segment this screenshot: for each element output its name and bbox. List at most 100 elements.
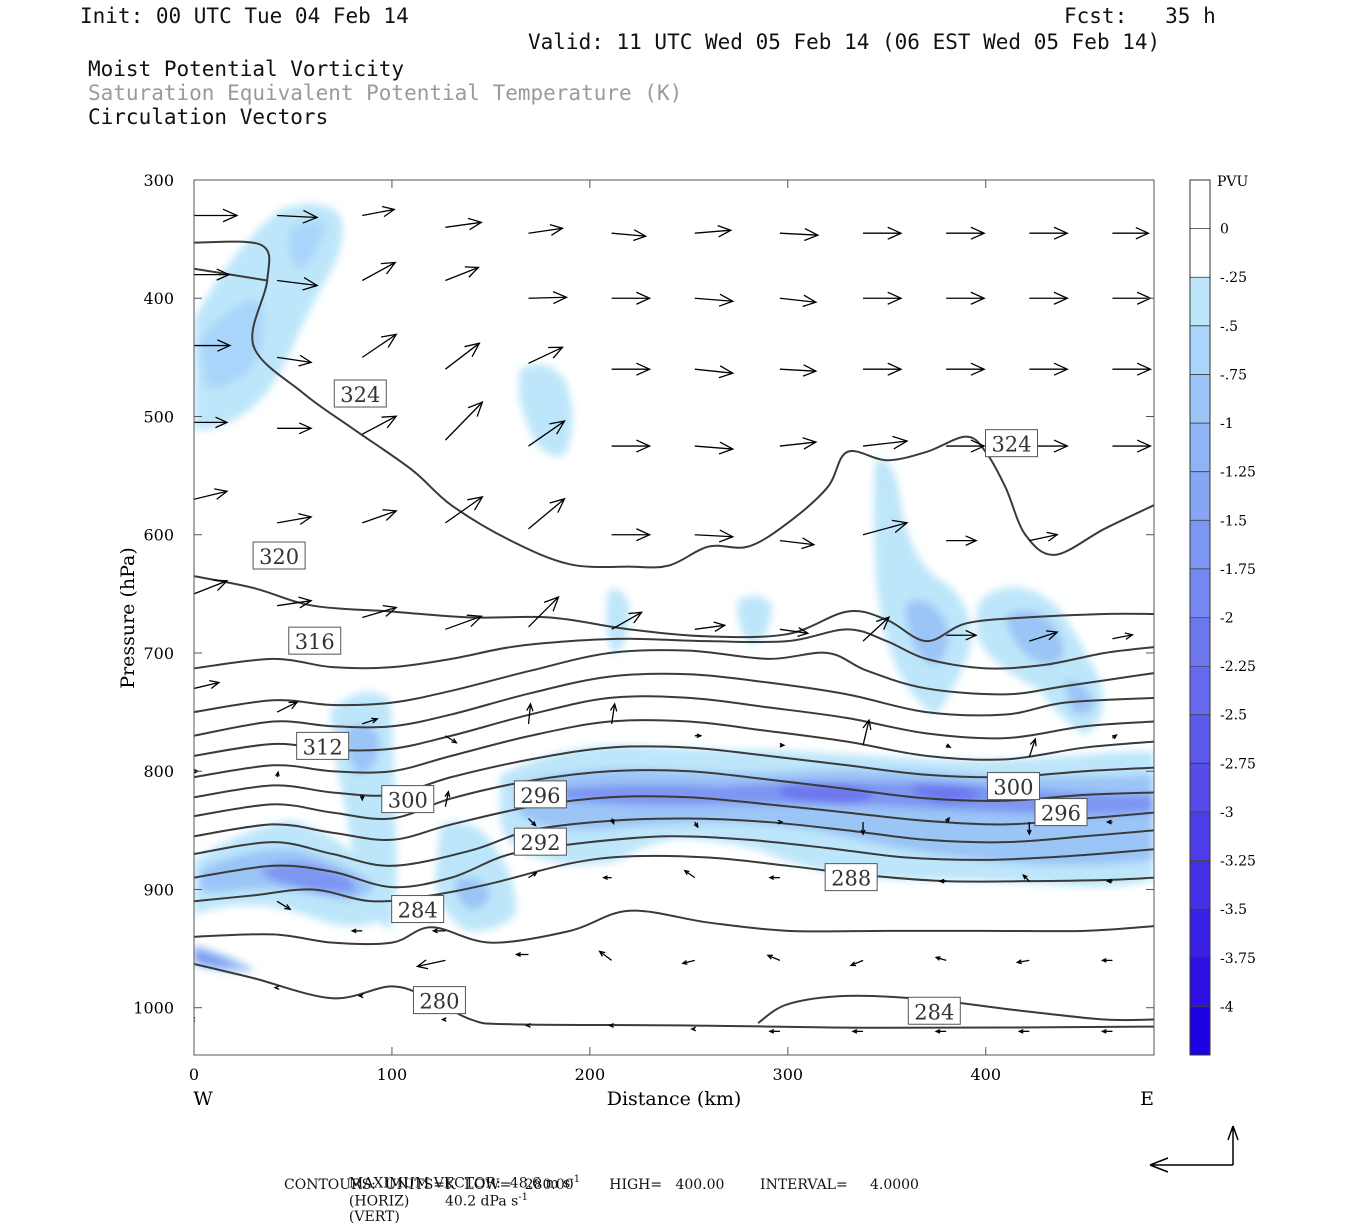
circulation-vector — [1105, 878, 1113, 884]
pv-region-main-band-core3 — [910, 783, 980, 802]
y-tick-label: 1000 — [133, 999, 174, 1018]
circulation-vector — [779, 626, 810, 637]
circulation-vector — [1029, 291, 1069, 305]
circulation-vector — [361, 261, 397, 282]
theta-contour-line — [194, 795, 1154, 841]
circulation-vector — [779, 537, 816, 550]
circulation-vector — [1100, 958, 1113, 963]
circulation-vector — [608, 1023, 614, 1028]
circulation-vector — [186, 947, 194, 951]
colorbar-label: -2.5 — [1220, 708, 1247, 724]
colorbar-cell — [1189, 908, 1211, 959]
theta-contour-line — [194, 962, 1154, 1029]
circulation-vector — [526, 702, 534, 724]
circulation-vector — [277, 209, 319, 224]
colorbar-label: -1 — [1220, 416, 1234, 432]
circulation-vector — [1022, 874, 1030, 882]
contour-label-box — [288, 626, 342, 655]
circulation-vector — [524, 1023, 531, 1028]
circulation-vector — [777, 819, 784, 825]
circulation-vector — [849, 959, 864, 967]
colorbar-cell — [1189, 714, 1211, 764]
contour-label-box — [412, 986, 466, 1015]
circulation-vector — [1029, 531, 1059, 542]
circulation-vector — [862, 435, 909, 450]
circulation-vector — [528, 497, 566, 530]
contour-label: 300 — [388, 789, 428, 813]
circulation-vector — [273, 985, 280, 990]
x-axis-label: Distance (km) — [607, 1088, 742, 1110]
theta-contours — [194, 240, 1154, 1029]
contour-label-box — [513, 780, 567, 809]
circulation-vector — [683, 869, 696, 879]
theta-contour-line — [194, 649, 1154, 714]
contour-label-box — [252, 541, 306, 570]
circulation-vector — [528, 223, 565, 236]
colorbar-cell — [1189, 228, 1211, 278]
circulation-vector — [611, 362, 652, 376]
colorbar-cell — [1189, 1006, 1211, 1056]
circulation-vector — [444, 342, 481, 370]
y-tick-label: 800 — [143, 762, 174, 781]
theta-contour-line — [194, 628, 1154, 670]
circulation-vector — [1029, 362, 1069, 376]
circulation-vector — [194, 268, 231, 281]
y-tick-label: 400 — [143, 289, 174, 308]
theta-contour-line — [194, 240, 1154, 569]
circulation-vector — [445, 735, 458, 744]
circulation-vector — [946, 439, 986, 453]
circulation-vector — [277, 276, 319, 291]
circulation-vector — [275, 770, 280, 778]
circulation-vector — [528, 346, 564, 364]
colorbar-cell — [1189, 422, 1211, 472]
circulation-vector — [359, 794, 365, 802]
circulation-vector — [194, 488, 229, 500]
circulation-vector — [362, 717, 379, 725]
pv-region-low-band-core2 — [260, 862, 356, 893]
field-title-theta-es: Saturation Equivalent Potential Temperat… — [88, 81, 683, 105]
colorbar-label: -.25 — [1220, 270, 1247, 286]
circulation-vector — [528, 871, 538, 879]
theta-contour-line — [194, 835, 1154, 889]
colorbar-cell — [1189, 763, 1211, 813]
circulation-vector — [1028, 737, 1037, 758]
pv-region-mid-east-core — [1005, 610, 1064, 665]
circulation-vector — [681, 959, 695, 965]
circulation-vector — [362, 205, 396, 218]
colorbar-label: -4 — [1220, 999, 1234, 1015]
contour-label-box — [1034, 798, 1088, 827]
circulation-vector — [277, 422, 313, 435]
theta-contour-line — [194, 909, 1154, 946]
colorbar-cell — [1189, 520, 1211, 570]
pv-region-mid-east-core — [905, 600, 949, 665]
colorbar-label: -2 — [1220, 611, 1234, 627]
colorbar-cell — [1189, 811, 1211, 861]
colorbar-label: -.75 — [1220, 367, 1247, 383]
colorbar-cell — [1189, 374, 1211, 424]
init-time: Init: 00 UTC Tue 04 Feb 14 — [80, 4, 409, 28]
max-vector-vert-arrow — [1227, 1125, 1239, 1165]
circulation-vector — [610, 818, 615, 825]
colorbar-label: -2.25 — [1220, 659, 1256, 675]
circulation-vector — [851, 1028, 864, 1034]
circulation-vector — [862, 616, 891, 642]
circulation-vector — [690, 1026, 697, 1032]
pv-region-upper-west-core — [288, 221, 325, 270]
contour-label: 324 — [991, 433, 1031, 457]
circulation-vector — [277, 513, 313, 525]
circulation-vector — [779, 227, 820, 242]
circulation-vector — [946, 291, 986, 305]
circulation-vector — [1112, 226, 1151, 240]
circulation-vector — [1112, 439, 1153, 453]
circulation-vector — [431, 928, 446, 934]
x-tick-label: 200 — [575, 1065, 606, 1084]
theta-contour-line — [194, 575, 1154, 643]
contour-label: 284 — [398, 899, 438, 923]
circulation-vector — [863, 362, 903, 376]
colorbar-label: -3 — [1220, 805, 1234, 821]
colorbar-cell — [1189, 617, 1211, 667]
theta-contour-line — [194, 267, 268, 282]
circulation-vector — [445, 217, 483, 231]
colorbar-cell — [1189, 957, 1211, 1007]
circulation-vector — [445, 266, 480, 282]
